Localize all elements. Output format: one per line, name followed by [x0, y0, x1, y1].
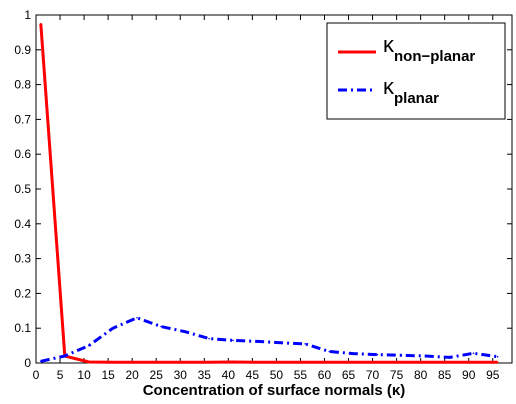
data-point-planar — [280, 342, 283, 344]
data-point-planar — [496, 355, 499, 358]
x-axis-title: Concentration of surface normals (κ) — [143, 382, 406, 399]
data-point-non-planar — [208, 361, 210, 364]
legend-kappa-non-planar: κ — [383, 32, 395, 57]
data-point-planar — [304, 343, 307, 345]
data-point-planar — [472, 352, 475, 355]
x-tick-label: 55 — [294, 368, 308, 382]
data-point-non-planar — [424, 361, 427, 364]
legend-label-non-planar: κnon−planar — [383, 32, 475, 65]
legend-box — [326, 22, 506, 120]
data-point-non-planar — [472, 361, 475, 364]
y-tick-label: 0.8 — [14, 78, 31, 92]
data-point-planar — [136, 316, 138, 319]
y-tick-label: 0.2 — [14, 286, 31, 300]
data-point-non-planar — [256, 361, 258, 364]
x-tick-label: 25 — [150, 368, 164, 382]
y-tick-label: 0.3 — [14, 252, 31, 266]
data-point-non-planar — [160, 361, 162, 364]
data-point-non-planar — [376, 361, 379, 364]
data-point-non-planar — [304, 361, 307, 364]
x-tick-label: 95 — [486, 368, 500, 382]
x-tick-label: 0 — [33, 368, 40, 382]
legend-subscript-planar: planar — [394, 90, 439, 107]
series-line-planar — [40, 316, 498, 363]
x-tick-label: 20 — [125, 368, 139, 382]
x-tick-label: 60 — [318, 368, 332, 382]
x-tick-label: 75 — [390, 368, 404, 382]
x-tick-label: 15 — [101, 368, 115, 382]
y-tick-label: 0.1 — [14, 321, 31, 335]
y-axis: 0 0.1 0.2 0.3 0.4 0.5 0.6 0.7 0.8 0.9 1 — [14, 8, 512, 370]
data-point-non-planar — [352, 361, 355, 364]
data-point-non-planar — [184, 361, 186, 364]
series-layer — [39, 22, 499, 364]
data-point-planar — [256, 340, 258, 343]
data-point-planar — [352, 352, 355, 355]
y-tick-label: 0.4 — [14, 217, 31, 231]
legend-subscript-non-planar: non−planar — [394, 48, 475, 65]
data-point-non-planar — [496, 361, 499, 364]
y-tick-label: 0.7 — [14, 112, 31, 126]
data-point-non-planar — [448, 361, 451, 364]
x-tick-label: 45 — [246, 368, 260, 382]
y-tick-label: 0.6 — [14, 147, 31, 161]
x-tick-label: 85 — [438, 368, 452, 382]
data-point-planar — [448, 356, 451, 359]
data-point-planar — [64, 355, 66, 357]
y-tick-label: 0 — [24, 356, 31, 370]
legend: κnon−planar κplanar — [326, 22, 506, 120]
data-point-planar — [112, 327, 114, 330]
data-point-planar — [424, 355, 427, 357]
legend-label-planar: κplanar — [383, 74, 439, 107]
x-tick-label: 70 — [366, 368, 380, 382]
x-tick-label: 35 — [198, 368, 212, 382]
data-point-planar — [328, 350, 331, 353]
series-line-non-planar — [39, 23, 498, 364]
data-point-planar — [400, 354, 403, 357]
data-point-non-planar — [280, 361, 283, 364]
data-point-planar — [40, 360, 42, 363]
data-point-non-planar — [328, 361, 331, 364]
y-tick-label: 0.9 — [14, 43, 31, 57]
x-axis: 0 5 10 15 20 25 30 35 40 45 50 55 60 65 70 75 80 85 90 95 — [33, 15, 500, 382]
x-tick-label: 40 — [222, 368, 236, 382]
data-point-planar — [232, 339, 234, 342]
x-tick-label: 50 — [270, 368, 284, 382]
data-point-non-planar — [232, 361, 234, 363]
data-point-planar — [184, 330, 186, 333]
x-tick-label: 10 — [77, 368, 91, 382]
data-point-non-planar — [40, 22, 42, 25]
data-point-non-planar — [400, 361, 403, 364]
x-tick-label: 80 — [414, 368, 428, 382]
x-tick-label: 65 — [342, 368, 356, 382]
legend-kappa-planar: κ — [383, 74, 395, 99]
y-tick-label: 1 — [24, 8, 31, 22]
data-point-non-planar — [112, 361, 114, 364]
data-point-planar — [208, 337, 210, 340]
y-tick-label: 0.5 — [14, 182, 31, 196]
x-tick-label: 5 — [57, 368, 64, 382]
data-point-non-planar — [136, 361, 138, 364]
data-point-non-planar — [88, 361, 90, 363]
data-point-planar — [160, 325, 162, 328]
data-point-planar — [376, 353, 379, 356]
x-tick-label: 90 — [462, 368, 476, 382]
data-point-planar — [88, 344, 90, 347]
x-tick-label: 30 — [174, 368, 188, 382]
